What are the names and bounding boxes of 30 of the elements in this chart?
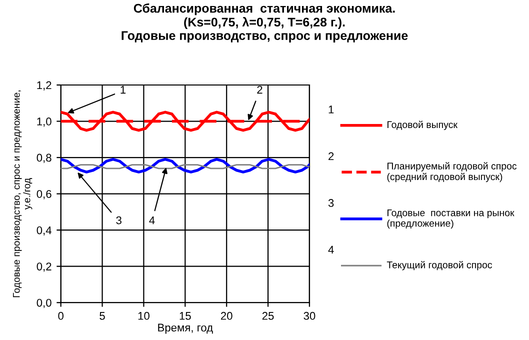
x-tick-label: 10 [138,312,150,320]
legend-label: Годовые поставки на рынок (предложение) [387,209,514,229]
legend-label: Планируемый годовой спрос (средний годовой выпуск) [387,162,517,182]
text: 1 [328,106,334,114]
x-tick-label: 25 [262,312,274,320]
y-tick-label: 1,2 [37,81,52,90]
x-tick-label: 0 [58,312,64,320]
annotation: 2 [257,86,262,94]
x-tick-label: 15 [180,312,191,320]
annotation: 4 [149,216,155,224]
x-tick-label: 20 [220,312,232,320]
annotation: 1 [120,86,126,94]
y-tick-label: 0,2 [36,262,52,272]
y-tick-label: 0,4 [36,226,52,236]
x-tick-label: 30 [304,312,316,320]
legend-label: Годовой выпуск [387,120,458,130]
chart-title: Сбалансированная статичная экономика. (Ks=0,75, λ=0,75, T=6,28 г.). Годовые производство, спрос и предложение [122,3,408,42]
line-series [60,158,310,174]
y-axis-title: Годовые производство, спрос и предложение, у.е./год [13,90,32,298]
text: 2 [328,152,334,160]
y-tick-label: 0,8 [36,154,52,163]
legend-label: Текущий годовой спрос [386,261,492,270]
y-tick-label: 0,6 [36,190,52,200]
x-tick-label: 5 [100,312,105,320]
y-tick-label: 0,0 [36,298,52,308]
y-tick-label: 1,0 [37,118,52,127]
x-axis-title: Время, год [158,324,213,334]
text: 4 [328,246,334,254]
annotation: 3 [116,216,122,224]
text: 3 [328,199,334,207]
